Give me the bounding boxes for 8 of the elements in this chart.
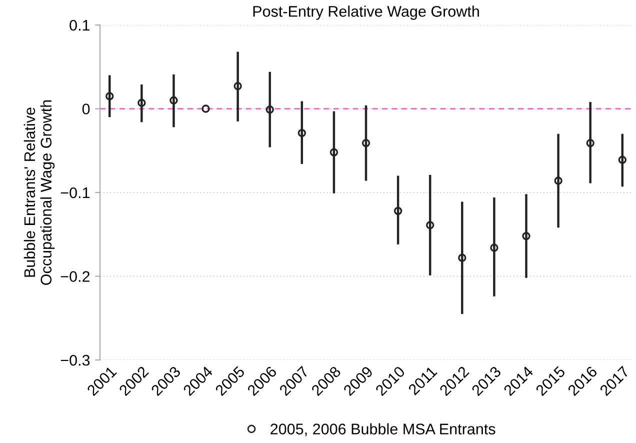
legend-label: 2005, 2006 Bubble MSA Entrants [270, 423, 496, 436]
y-axis-title: Bubble Entrants' Relative Occupational Wage Growth [24, 100, 55, 285]
y-tick-label: −0.3 [60, 354, 90, 366]
y-tick-label: −0.2 [60, 271, 90, 282]
y-tick-label: 0 [82, 104, 90, 114]
y-tick-label: 0.1 [70, 20, 90, 31]
y-tick-label: −0.1 [60, 187, 90, 198]
chart-title: Post-Entry Relative Wage Growth [253, 6, 479, 20]
